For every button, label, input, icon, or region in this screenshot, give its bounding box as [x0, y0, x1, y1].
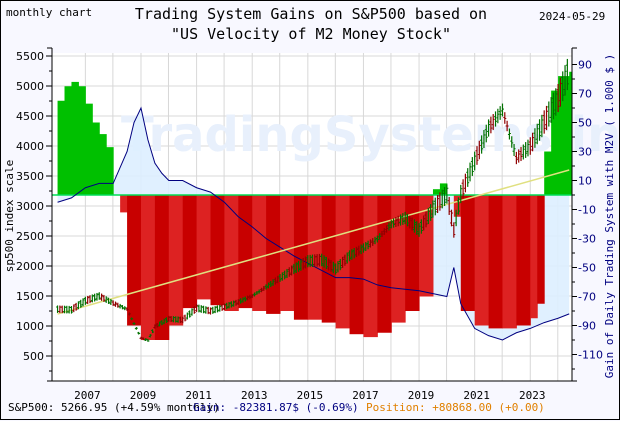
x-axis-label: 2017	[352, 389, 379, 402]
gain-bar-negative	[502, 195, 517, 329]
gain-bar-positive	[544, 151, 552, 195]
gain-bar-positive	[551, 90, 559, 195]
gain-bar-negative	[516, 195, 531, 326]
left-axis-label: 2500	[16, 230, 44, 243]
left-axis-title: sp500 index scale	[3, 160, 16, 273]
gain-bar-negative	[391, 195, 406, 323]
gain-bar-negative	[168, 195, 184, 326]
gain-bar-negative	[474, 195, 490, 326]
chart-period-label: monthly chart	[6, 6, 93, 19]
gain-bar-negative	[224, 195, 239, 311]
sp500-trend-line	[57, 169, 570, 315]
gain-bar-negative	[196, 195, 212, 300]
gain-bar-negative	[238, 195, 253, 309]
gain-bar-positive	[106, 147, 114, 195]
x-axis-label: 2011	[185, 389, 212, 402]
gain-bar-positive	[64, 86, 72, 195]
gain-bar-positive	[57, 100, 66, 195]
right-axis-label: 10	[578, 175, 592, 188]
right-axis-label: 70	[578, 88, 592, 101]
right-axis-label: -70	[578, 291, 596, 304]
right-axis-label: -10	[578, 204, 596, 217]
chart-title-line1: Trading System Gains on S&P500 based on	[134, 5, 488, 23]
left-axis-label: 5500	[16, 50, 44, 63]
left-axis-label: 3000	[16, 200, 44, 213]
left-axis-label: 3500	[16, 170, 44, 183]
gain-bar-positive	[99, 134, 107, 195]
gain-bar-positive	[569, 71, 573, 195]
chart-title-line2: "US Velocity of M2 Money Stock"	[171, 25, 451, 43]
x-axis-label: 2023	[519, 389, 546, 402]
gain-bar-negative	[280, 195, 295, 311]
gain-bar-negative	[537, 195, 545, 304]
right-axis-label: 50	[578, 117, 592, 130]
gain-bar-negative	[210, 195, 225, 306]
left-axis-label: 1000	[16, 320, 44, 333]
right-axis-label: 90	[578, 59, 592, 72]
left-axis-label: 500	[23, 350, 44, 363]
chart-date: 2024-05-29	[539, 10, 606, 23]
x-axis-label: 2009	[130, 389, 157, 402]
left-axis-label: 4500	[16, 110, 44, 123]
left-axis-label: 2000	[16, 260, 44, 273]
x-axis-label: 2019	[408, 389, 435, 402]
gain-bar-positive	[78, 86, 86, 195]
gain-bar-negative	[377, 195, 392, 333]
gain-bar-negative	[453, 195, 462, 217]
gain-bar-negative	[460, 195, 476, 311]
gain-bar-positive	[439, 183, 448, 195]
gain-bar-negative	[182, 195, 198, 309]
gain-bar-negative	[419, 195, 434, 297]
x-axis-label: 2015	[297, 389, 324, 402]
right-axis-label: -110	[578, 349, 603, 362]
gain-bar-negative	[293, 195, 309, 320]
x-axis-label: 2013	[241, 389, 268, 402]
gain-bar-negative	[363, 195, 378, 338]
gain-bar-negative	[349, 195, 364, 335]
gain-bar-negative	[140, 195, 156, 340]
x-axis-label: 2021	[463, 389, 490, 402]
gain-bar-negative	[154, 195, 170, 340]
gain-bar-negative	[120, 195, 128, 213]
right-axis-title: Gain of Daily Trading System with M2V ( …	[603, 54, 616, 379]
footer-sp500-value: S&P500: 5266.95 (+4.59% monthly)	[8, 401, 220, 414]
right-axis-label: -30	[578, 233, 596, 246]
gain-bar-positive	[432, 189, 441, 195]
gain-bar-positive	[92, 122, 100, 195]
right-axis-label: -90	[578, 320, 596, 333]
right-axis-label: 30	[578, 146, 592, 159]
gain-bar-positive	[71, 81, 79, 195]
gain-bar-negative	[530, 195, 538, 319]
gain-bar-negative	[488, 195, 503, 329]
left-axis-label: 5000	[16, 80, 44, 93]
gain-bar-positive	[85, 103, 93, 195]
footer-gain-value: Gain: -82381.87$ (-0.69%)	[193, 401, 359, 414]
footer-position-value: Position: +80868.00 (+0.00)	[366, 401, 545, 414]
left-axis-label: 1500	[16, 290, 44, 303]
gain-bar-positive	[558, 76, 570, 195]
left-axis-label: 4000	[16, 140, 44, 153]
x-axis-label: 2007	[74, 389, 101, 402]
gain-bar-negative	[252, 195, 267, 311]
gain-bar-negative	[127, 195, 142, 326]
right-axis-label: -50	[578, 262, 596, 275]
